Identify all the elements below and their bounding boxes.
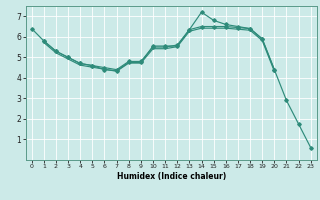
X-axis label: Humidex (Indice chaleur): Humidex (Indice chaleur) — [116, 172, 226, 181]
